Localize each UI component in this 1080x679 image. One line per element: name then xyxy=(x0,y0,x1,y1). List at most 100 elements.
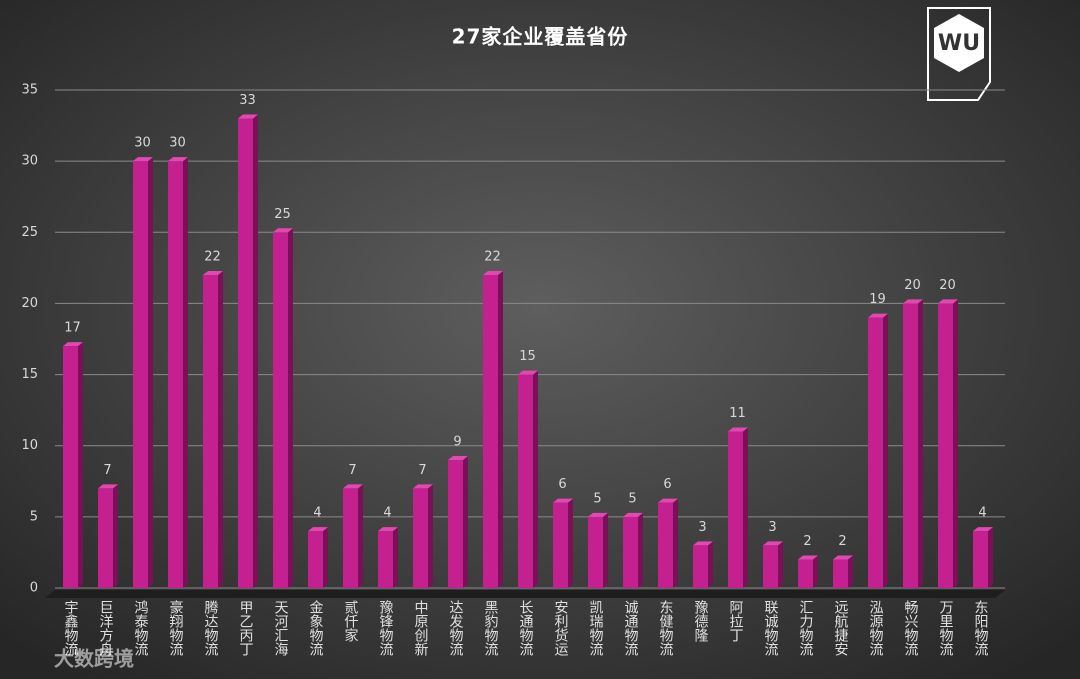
bar-top xyxy=(133,157,153,162)
x-tick-label: 东阳物流 xyxy=(973,600,989,657)
x-tick-label: 鸿泰物流 xyxy=(133,599,149,657)
value-label: 3 xyxy=(698,520,706,535)
bar-side xyxy=(638,512,643,588)
value-label: 22 xyxy=(484,249,501,264)
bar xyxy=(98,488,113,588)
y-tick-label: 25 xyxy=(21,225,38,240)
y-tick-label: 30 xyxy=(21,154,38,169)
value-label: 15 xyxy=(519,349,536,364)
x-tick-label: 黑豹物流 xyxy=(483,600,499,657)
value-label: 7 xyxy=(103,463,111,478)
bar-side xyxy=(183,157,188,588)
bar-top xyxy=(448,455,468,460)
bar-side xyxy=(393,527,398,588)
x-tick-label: 安利货运 xyxy=(553,600,569,657)
logo: WU xyxy=(927,7,991,101)
y-tick-label: 10 xyxy=(21,438,38,453)
bar-side xyxy=(498,270,503,588)
x-tick-label: 豫锋物流 xyxy=(378,600,394,657)
bar-top xyxy=(483,270,503,275)
value-label: 6 xyxy=(663,477,671,492)
bar xyxy=(448,459,463,588)
svg-text:WU: WU xyxy=(938,31,980,56)
value-label: 25 xyxy=(274,207,291,222)
bar xyxy=(903,303,918,588)
bar-side xyxy=(113,484,118,588)
bar-side xyxy=(253,114,258,588)
bar-top xyxy=(63,342,83,347)
x-tick-label: 腾达物流 xyxy=(203,599,219,657)
bar-top xyxy=(203,270,223,275)
x-tick-label: 巨洋方舟 xyxy=(98,600,114,657)
bar-top xyxy=(658,498,678,503)
bar-side xyxy=(988,527,993,588)
bar-top xyxy=(168,157,188,162)
bar-top xyxy=(973,527,993,532)
bar-top xyxy=(798,555,818,560)
x-tick-label: 金象物流 xyxy=(308,600,324,657)
bar-top xyxy=(938,299,958,304)
value-label: 30 xyxy=(134,136,151,151)
x-tick-label: 中原创新 xyxy=(413,600,429,657)
floor xyxy=(45,590,1005,598)
x-tick-label: 凯瑞物流 xyxy=(588,600,604,657)
x-tick-label: 贰仟家 xyxy=(343,599,359,642)
y-tick-label: 0 xyxy=(30,581,38,596)
bar xyxy=(343,488,358,588)
x-tick-label: 汇力物流 xyxy=(798,600,814,657)
bar-top xyxy=(343,484,363,489)
bar xyxy=(938,303,953,588)
bar-top xyxy=(378,527,398,532)
bar xyxy=(308,531,323,588)
value-label: 5 xyxy=(593,491,601,506)
x-tick-label: 远航捷安 xyxy=(833,600,849,656)
bar-side xyxy=(848,555,853,588)
x-tick-label: 泓源物流 xyxy=(868,600,884,657)
bar-side xyxy=(673,498,678,588)
value-label: 5 xyxy=(628,491,636,506)
y-tick-label: 15 xyxy=(21,367,38,382)
bar-top xyxy=(868,313,888,318)
bar-side xyxy=(883,313,888,588)
value-label: 33 xyxy=(239,93,256,108)
value-label: 9 xyxy=(453,434,461,449)
value-label: 2 xyxy=(838,534,846,549)
bar-side xyxy=(778,541,783,588)
bar xyxy=(378,531,393,588)
bar-side xyxy=(603,512,608,588)
bar xyxy=(728,431,743,588)
value-label: 4 xyxy=(383,506,391,521)
bar-side xyxy=(323,527,328,588)
value-label: 19 xyxy=(869,292,886,307)
x-tick-label: 东健物流 xyxy=(658,600,674,657)
y-tick-label: 5 xyxy=(30,509,38,524)
value-label: 20 xyxy=(904,278,921,293)
bar-side xyxy=(918,299,923,588)
bar xyxy=(133,161,148,588)
value-label: 6 xyxy=(558,477,566,492)
bar-top xyxy=(588,512,608,517)
bar-top xyxy=(238,114,258,119)
bar xyxy=(833,559,848,588)
x-tick-label: 豫德隆 xyxy=(693,600,709,643)
bar xyxy=(238,118,253,588)
value-label: 4 xyxy=(313,506,321,521)
x-tick-label: 长通物流 xyxy=(518,600,534,657)
value-label: 22 xyxy=(204,249,221,264)
bar-side xyxy=(533,370,538,588)
y-tick-label: 20 xyxy=(21,296,38,311)
x-tick-label: 畅兴物流 xyxy=(903,600,919,657)
bar-top xyxy=(553,498,573,503)
bar xyxy=(413,488,428,588)
bar-top xyxy=(273,228,293,233)
bar xyxy=(518,374,533,588)
bar-top xyxy=(903,299,923,304)
bar xyxy=(588,516,603,588)
bar-side xyxy=(148,157,153,588)
value-label: 11 xyxy=(729,406,746,421)
bar-top xyxy=(693,541,713,546)
bar xyxy=(483,274,498,588)
bar xyxy=(203,274,218,588)
bar xyxy=(273,232,288,589)
